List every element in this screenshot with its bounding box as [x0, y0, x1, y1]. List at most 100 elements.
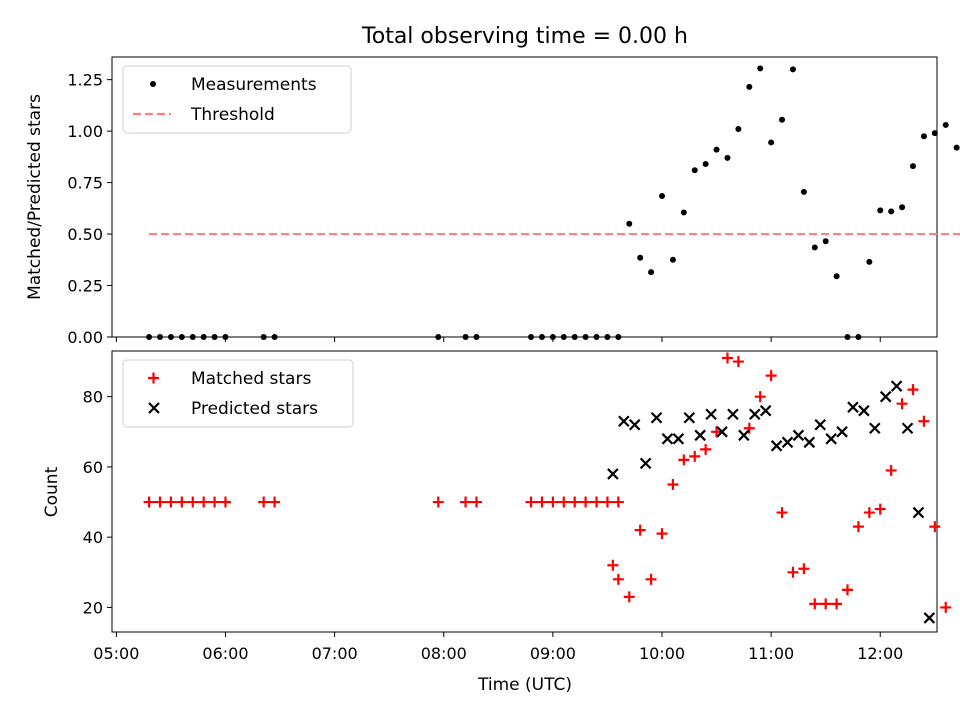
data-point	[909, 163, 916, 170]
data-point	[724, 154, 731, 161]
data-point	[618, 415, 630, 428]
data-point	[154, 496, 166, 508]
data-point	[612, 573, 624, 585]
data-point	[803, 436, 816, 449]
data-point	[157, 334, 164, 340]
data-point	[582, 334, 589, 340]
data-point	[593, 334, 600, 340]
data-point	[743, 422, 755, 434]
data-point	[768, 139, 775, 146]
data-point	[470, 496, 482, 508]
data-point	[571, 334, 578, 340]
data-point	[143, 496, 155, 508]
data-point	[435, 334, 442, 340]
data-point	[787, 566, 799, 578]
data-point	[931, 130, 938, 137]
x-tick-label: 05:00	[93, 644, 139, 663]
plot-area: 0.00 0.25 0.50 0.75 1.00 1.25 Measurements Thre…	[67, 56, 960, 347]
y-tick-label: 60	[83, 458, 103, 477]
data-point	[604, 334, 611, 340]
data-point	[759, 404, 772, 417]
legend-label: Threshold	[190, 105, 275, 125]
data-point	[607, 468, 619, 480]
data-point	[800, 188, 807, 195]
data-point	[781, 436, 794, 449]
data-point	[607, 559, 619, 571]
data-point	[661, 433, 674, 445]
x-tick-label: 11:00	[748, 644, 794, 663]
x-tick-label: 10:00	[639, 644, 685, 663]
data-point	[869, 422, 881, 435]
data-point	[721, 352, 733, 364]
data-point	[863, 507, 875, 519]
data-point	[738, 429, 750, 442]
data-point	[754, 391, 766, 403]
data-point	[789, 66, 796, 73]
data-point	[146, 334, 153, 340]
data-point	[746, 83, 753, 90]
data-point	[953, 144, 960, 151]
x-tick-label: 12:00	[857, 644, 903, 663]
data-point	[852, 521, 864, 533]
data-point	[735, 126, 742, 133]
data-point	[525, 496, 537, 508]
data-point	[888, 208, 895, 215]
data-point	[940, 601, 952, 613]
data-point	[923, 612, 936, 624]
data-point	[700, 443, 712, 455]
data-point	[831, 598, 843, 610]
data-point	[694, 429, 706, 442]
data-point	[189, 334, 196, 340]
legend	[122, 359, 354, 428]
data-point	[601, 496, 613, 508]
data-point	[549, 334, 556, 340]
data-point	[814, 418, 827, 431]
x-tick-label: 07:00	[312, 644, 358, 663]
data-point	[885, 464, 897, 476]
data-point	[792, 429, 805, 442]
data-point	[178, 334, 185, 340]
data-point	[187, 496, 199, 508]
data-point	[691, 167, 698, 174]
y-tick-label: 0.25	[67, 277, 103, 296]
data-point	[716, 426, 728, 438]
data-point	[702, 161, 709, 168]
data-point	[896, 398, 908, 410]
y-tick-label: 40	[83, 528, 103, 547]
y-tick-label: 20	[83, 598, 103, 617]
data-point	[842, 584, 854, 596]
y-tick-label: 80	[83, 388, 103, 407]
data-point	[260, 334, 267, 340]
data-point	[623, 591, 635, 603]
data-point	[683, 411, 696, 424]
data-point	[809, 598, 821, 610]
data-point	[907, 384, 919, 396]
x-tick-label: 09:00	[530, 644, 576, 663]
data-point	[855, 334, 862, 340]
data-point	[547, 496, 559, 508]
data-point	[877, 207, 884, 214]
data-point	[844, 334, 851, 340]
data-point	[626, 220, 633, 227]
data-point	[689, 450, 701, 462]
x-tick-label: 08:00	[421, 644, 467, 663]
data-point	[650, 411, 663, 424]
data-point	[659, 192, 665, 199]
plot-area: 20 40 60 80 05:00 06:00 07:00 08:00 09:00 10:00 11…	[83, 350, 952, 663]
data-point	[757, 65, 764, 72]
legend-label: Measurements	[191, 75, 317, 95]
data-point	[732, 356, 744, 368]
data-point	[711, 426, 723, 438]
chart-title: Total observing time = 0.00 h	[361, 24, 688, 49]
data-point	[713, 146, 720, 153]
legend-marker	[148, 402, 160, 414]
data-point	[820, 598, 832, 610]
data-point	[198, 496, 210, 508]
y-axis-label: Count	[42, 466, 62, 517]
data-point	[811, 244, 818, 251]
data-point	[460, 496, 472, 508]
data-point	[176, 496, 188, 508]
data-point	[538, 334, 545, 340]
data-point	[591, 496, 603, 508]
